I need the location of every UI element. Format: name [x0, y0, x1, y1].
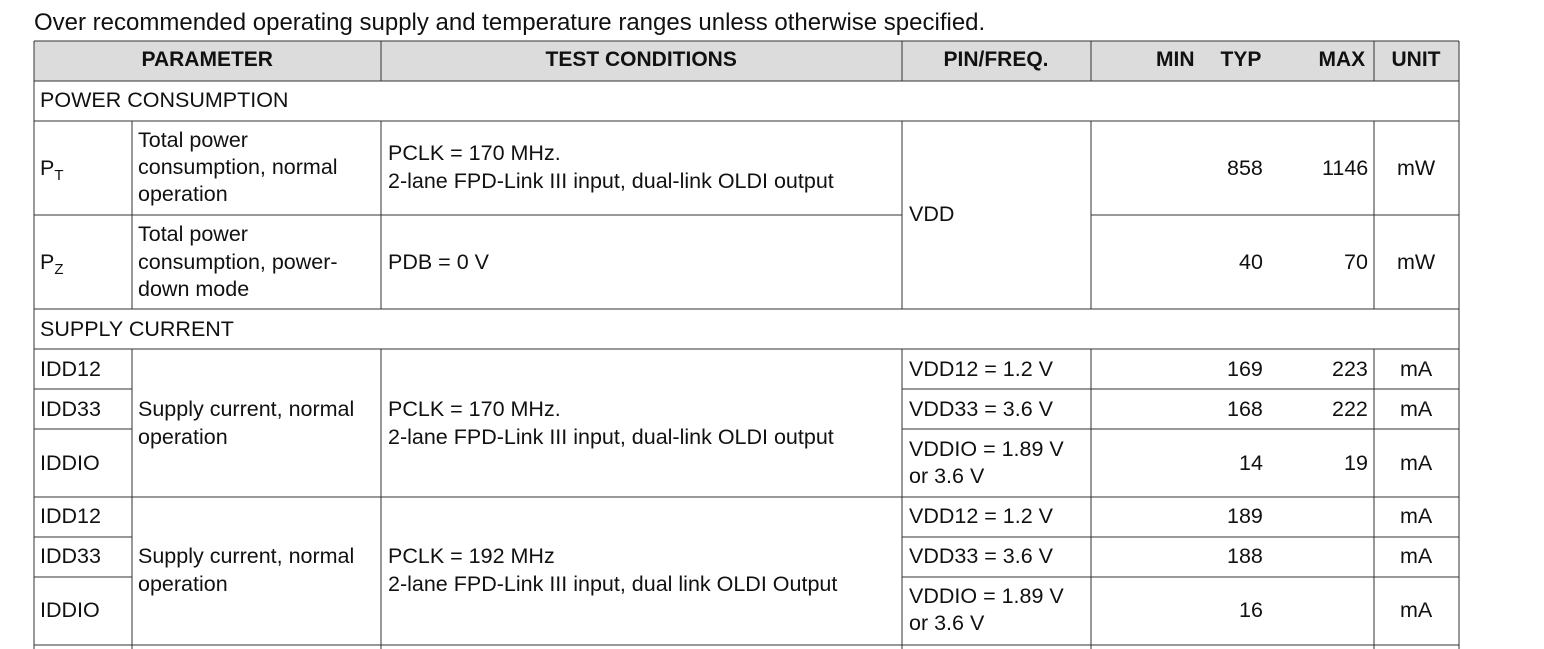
unit: mA — [1400, 544, 1433, 568]
pin: or 3.6 V — [909, 611, 985, 635]
pin: VDD12 = 1.2 V — [909, 357, 1054, 381]
typ-value: 189 — [1227, 504, 1263, 528]
pin: VDD — [909, 202, 955, 226]
typ-value: 40 — [1239, 250, 1263, 274]
conditions: 2-lane FPD-Link III input, dual-link OLD… — [388, 425, 834, 449]
symbol: IDD12 — [40, 504, 101, 528]
typ-value: 14 — [1239, 451, 1263, 475]
header-cell: PARAMETER — [141, 48, 273, 71]
conditions: PCLK = 192 MHz — [388, 544, 555, 568]
header-cell: PIN/FREQ. — [943, 48, 1049, 71]
symbol-subscript: T — [54, 167, 64, 184]
unit: mA — [1400, 598, 1433, 622]
conditions: 2-lane FPD-Link III input, dual-link OLD… — [388, 169, 834, 193]
unit: mW — [1397, 156, 1436, 180]
max-value: 223 — [1332, 357, 1368, 381]
unit: mA — [1400, 504, 1433, 528]
header-cell: UNIT — [1391, 48, 1441, 71]
section-title: SUPPLY CURRENT — [40, 317, 234, 341]
symbol: IDDIO — [40, 451, 100, 475]
parameter: Supply current, normal — [138, 544, 355, 568]
parameter: Supply current, normal — [138, 397, 355, 421]
header-cell: TEST CONDITIONS — [545, 48, 737, 71]
typ-value: 169 — [1227, 357, 1263, 381]
pin: VDDIO = 1.89 V — [909, 437, 1064, 461]
conditions: 2-lane FPD-Link III input, dual link OLD… — [388, 572, 838, 596]
unit: mA — [1400, 357, 1433, 381]
symbol: IDDIO — [40, 598, 100, 622]
header-cell: TYP — [1220, 48, 1262, 71]
symbol: PZ — [40, 250, 64, 278]
parameter: operation — [138, 572, 228, 596]
unit: mA — [1400, 451, 1433, 475]
pin: or 3.6 V — [909, 464, 985, 488]
symbol: IDD33 — [40, 397, 101, 421]
pin: VDD12 = 1.2 V — [909, 504, 1054, 528]
pin: VDD33 = 3.6 V — [909, 397, 1054, 421]
parameter: operation — [138, 182, 228, 206]
grid-lines — [33, 40, 1460, 649]
parameter: Total power — [138, 128, 248, 152]
symbol: IDD12 — [40, 357, 101, 381]
typ-value: 16 — [1239, 598, 1263, 622]
header-cell: MAX — [1318, 48, 1366, 71]
conditions: PCLK = 170 MHz. — [388, 141, 561, 165]
max-value: 19 — [1344, 451, 1368, 475]
parameter: consumption, power- — [138, 250, 338, 274]
unit: mA — [1400, 397, 1433, 421]
parameter: Total power — [138, 222, 248, 246]
section-title: POWER CONSUMPTION — [40, 88, 289, 112]
max-value: 70 — [1344, 250, 1368, 274]
unit: mW — [1397, 250, 1436, 274]
parameter: down mode — [138, 277, 250, 301]
conditions: PDB = 0 V — [388, 250, 489, 274]
symbol: IDD33 — [40, 544, 101, 568]
header-cell: MIN — [1156, 48, 1195, 71]
parameter: consumption, normal — [138, 155, 338, 179]
pin: VDD33 = 3.6 V — [909, 544, 1054, 568]
typ-value: 168 — [1227, 397, 1263, 421]
max-value: 222 — [1332, 397, 1368, 421]
symbol: PT — [40, 156, 64, 184]
parameter: operation — [138, 425, 228, 449]
typ-value: 858 — [1227, 156, 1263, 180]
pin: VDDIO = 1.89 V — [909, 584, 1064, 608]
typ-value: 188 — [1227, 544, 1263, 568]
max-value: 1146 — [1322, 156, 1369, 180]
conditions: PCLK = 170 MHz. — [388, 397, 561, 421]
header-background — [34, 41, 1459, 81]
symbol-subscript: Z — [54, 261, 64, 278]
caption: Over recommended operating supply and te… — [34, 9, 986, 36]
